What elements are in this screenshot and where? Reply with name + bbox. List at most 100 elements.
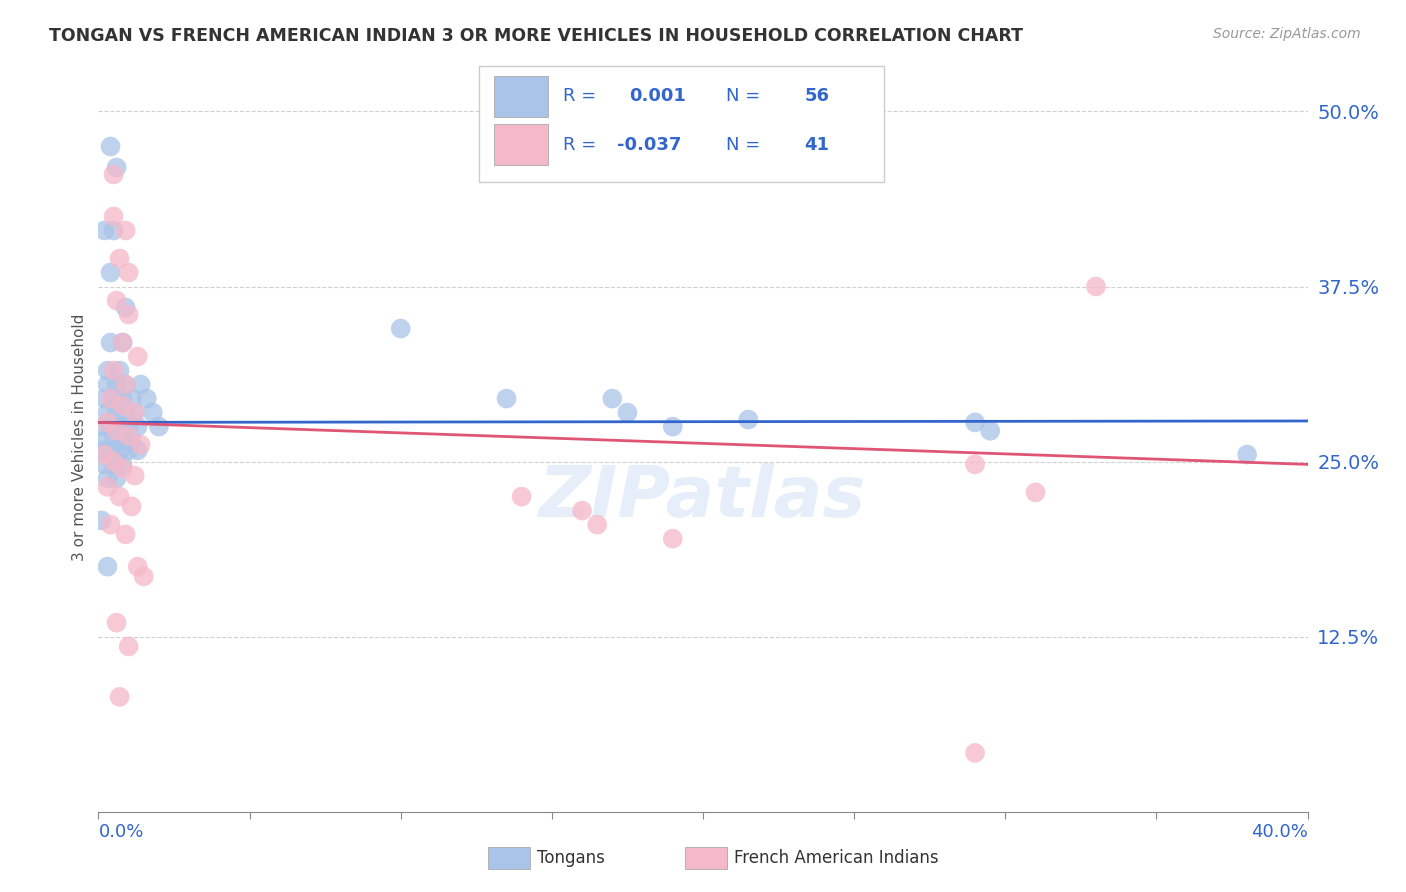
Point (103, 223, 125, 237)
Text: Tongans: Tongans (537, 849, 605, 867)
Point (111, 335, 134, 350)
Point (111, 399, 134, 413)
Point (118, 443, 141, 458)
Point (105, 424, 128, 438)
Point (93, 458, 115, 472)
Point (602, 392, 624, 406)
Point (965, 746, 987, 760)
Point (737, 412, 759, 426)
Point (114, 527, 136, 541)
Point (96, 559, 118, 574)
Point (93, 392, 115, 406)
Point (96, 363, 118, 377)
Point (103, 168, 125, 182)
Point (121, 434, 143, 448)
Point (142, 406, 165, 420)
Point (114, 377, 136, 392)
Point (105, 406, 128, 420)
Point (96, 471, 118, 485)
Point (96, 377, 118, 392)
Text: N =: N = (725, 136, 766, 153)
Text: 0.001: 0.001 (630, 87, 686, 105)
Point (510, 490, 533, 504)
Point (90, 443, 112, 458)
Point (96, 416, 118, 430)
Point (118, 429, 141, 443)
Point (124, 406, 146, 420)
Point (108, 363, 131, 377)
Point (108, 443, 131, 458)
Point (114, 377, 136, 392)
Point (100, 419, 122, 434)
Point (1024, 485, 1046, 500)
Point (127, 350, 149, 364)
Point (90, 419, 112, 434)
Point (108, 490, 131, 504)
Point (96, 406, 118, 420)
Point (100, 335, 122, 350)
Point (118, 640, 141, 654)
Point (118, 308, 141, 322)
Point (103, 454, 125, 468)
Point (111, 458, 134, 472)
Point (103, 458, 125, 472)
Point (661, 532, 683, 546)
Point (965, 416, 987, 430)
Point (103, 392, 125, 406)
Point (105, 293, 128, 308)
Point (100, 392, 122, 406)
Point (586, 517, 609, 532)
FancyBboxPatch shape (494, 76, 548, 117)
Point (127, 419, 149, 434)
Point (121, 500, 143, 514)
Point (616, 406, 638, 420)
FancyBboxPatch shape (479, 66, 884, 182)
Text: 56: 56 (804, 87, 830, 105)
Point (389, 321, 412, 335)
Point (111, 335, 134, 350)
Point (135, 392, 157, 406)
Point (121, 392, 143, 406)
Point (105, 161, 128, 175)
Point (114, 406, 136, 420)
Point (103, 210, 125, 224)
Text: R =: R = (562, 87, 602, 105)
Point (1085, 279, 1108, 293)
Point (979, 424, 1001, 438)
Text: R =: R = (562, 136, 602, 153)
Point (1236, 448, 1258, 462)
Text: 0.0%: 0.0% (98, 823, 143, 841)
FancyBboxPatch shape (494, 124, 548, 165)
Point (965, 458, 987, 472)
Text: ZIPatlas: ZIPatlas (540, 463, 866, 532)
Point (105, 377, 128, 392)
Point (108, 690, 131, 704)
Point (127, 559, 149, 574)
Point (105, 471, 128, 485)
Point (108, 252, 131, 266)
Text: French American Indians: French American Indians (734, 849, 939, 867)
Point (100, 139, 122, 153)
Point (93, 434, 115, 448)
Point (100, 266, 122, 280)
Point (129, 377, 152, 392)
Point (93, 448, 115, 462)
Point (100, 517, 122, 532)
Point (90, 513, 112, 527)
Point (127, 443, 149, 458)
Point (118, 266, 141, 280)
Point (96, 480, 118, 494)
Point (100, 443, 122, 458)
Point (114, 301, 136, 315)
Point (111, 392, 134, 406)
Text: 41: 41 (804, 136, 830, 153)
Point (114, 223, 136, 237)
Point (129, 438, 152, 452)
Point (103, 434, 125, 448)
Point (124, 468, 146, 483)
Point (108, 419, 131, 434)
Y-axis label: 3 or more Vehicles in Household: 3 or more Vehicles in Household (72, 313, 87, 561)
Text: Source: ZipAtlas.com: Source: ZipAtlas.com (1213, 27, 1361, 41)
Text: -0.037: -0.037 (617, 136, 682, 153)
Point (124, 406, 146, 420)
